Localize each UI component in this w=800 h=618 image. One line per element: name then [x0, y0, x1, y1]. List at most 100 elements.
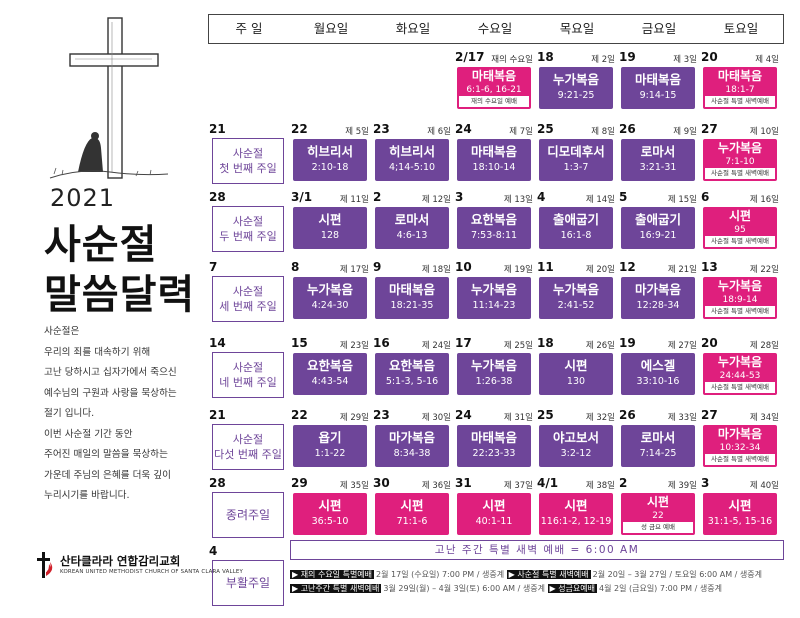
reading-box: 요한복음 7:53-8:11	[457, 207, 531, 249]
reading-verse: 24:44-53	[719, 371, 761, 381]
day-cell: 9 제 18일 마태복음 18:21-35	[372, 260, 452, 320]
description-line: 가운데 주님의 은혜를 더욱 깊이	[44, 469, 171, 481]
reading-book: 누가복음	[717, 355, 763, 369]
day-date: 25	[537, 408, 554, 422]
day-cell: 2/17 재의 수요일 마태복음 6:1-6, 16-21 재의 수요일 예배	[454, 50, 534, 110]
reading-verse: 22:23-33	[472, 448, 516, 459]
weekday-label: 화요일	[395, 21, 431, 36]
day-date: 27	[701, 408, 718, 422]
day-date: 4	[537, 190, 546, 204]
sunday-cell: 7 사순절 세 번째 주일	[208, 260, 288, 322]
reading-book: 시편	[728, 498, 752, 513]
reading-box: 누가복음 2:41-52	[539, 277, 613, 319]
day-cell: 5 제 15일 출애굽기 16:9-21	[618, 190, 698, 250]
reading-verse: 4:24-30	[311, 300, 349, 311]
day-cell: 30 제 36일 시편 71:1-6	[372, 476, 452, 536]
reading-box: 마태복음 18:21-35	[375, 277, 449, 319]
day-count: 제 27일	[667, 341, 697, 351]
sunday-label-line1: 사순절	[232, 285, 264, 298]
sunday-label: 사순절 두 번째 주일	[212, 206, 284, 252]
description-line: 절기 입니다.	[44, 408, 95, 419]
reading-box: 마태복음 9:14-15	[621, 67, 695, 109]
reading-verse: 16:9-21	[639, 230, 677, 241]
weekday-label: 주 일	[235, 21, 263, 36]
reading-verse: 33:10-16	[636, 376, 680, 387]
service-note: 사순절 특별 새벽예배	[705, 236, 775, 247]
sunday-cell: 21 사순절 다섯 번째 주일	[208, 408, 288, 470]
sunday-date: 21	[209, 408, 226, 422]
day-date: 2/17	[455, 50, 485, 64]
sunday-label-line1: 사순절	[232, 147, 264, 160]
reading-verse: 4;14-5:10	[388, 162, 436, 173]
sunday-label-line2: 첫 번째 주일	[219, 162, 277, 175]
reading-box: 마태복음 6:1-6, 16-21 재의 수요일 예배	[457, 67, 531, 109]
day-date: 12	[619, 260, 636, 274]
reading-verse: 1:26-38	[475, 376, 513, 387]
day-date: 31	[455, 476, 472, 490]
day-date: 23	[373, 408, 390, 422]
day-cell: 3/1 제 11일 시편 128	[290, 190, 370, 250]
day-date: 19	[619, 336, 636, 350]
reading-box: 디모데후서 1:3-7	[539, 139, 613, 181]
reading-verse: 2:10-18	[311, 162, 349, 173]
day-count: 제 29일	[339, 413, 369, 423]
day-count: 제 17일	[339, 265, 369, 275]
reading-box: 시편 36:5-10	[293, 493, 367, 535]
day-date: 13	[701, 260, 718, 274]
legend-text: 2월 20일 – 3월 27일 / 토요일 6:00 AM / 생중계	[592, 570, 762, 579]
reading-verse: 128	[320, 230, 340, 241]
day-cell: 31 제 37일 시편 40:1-11	[454, 476, 534, 536]
sunday-date: 4	[209, 544, 218, 558]
reading-book: 누가복음	[717, 141, 763, 155]
legend-row: ▶ 고난주간 특별 새벽예배 3월 29일(월) – 4월 3일(토) 6:00 …	[290, 582, 790, 596]
reading-verse: 16:1-8	[560, 230, 592, 241]
reading-verse: 6:1-6, 16-21	[466, 85, 522, 95]
reading-book: 출애굽기	[552, 212, 599, 227]
reading-book: 마가복음	[388, 430, 435, 445]
reading-book: 마태복음	[470, 144, 517, 159]
reading-box: 로마서 7:14-25	[621, 425, 695, 467]
reading-box: 야고보서 3:2-12	[539, 425, 613, 467]
reading-verse: 8:34-38	[393, 448, 431, 459]
reading-book: 시편	[318, 498, 342, 513]
day-date: 4/1	[537, 476, 559, 490]
day-count: 제 3일	[673, 55, 697, 65]
day-date: 5	[619, 190, 628, 204]
day-count: 제 26일	[585, 341, 615, 351]
title-line-2: 말씀달력	[44, 272, 196, 318]
reading-verse: 4:6-13	[396, 230, 428, 241]
day-cell: 12 제 21일 마가복음 12:28-34	[618, 260, 698, 320]
reading-book: 출애굽기	[634, 212, 681, 227]
title-line-1: 사순절	[44, 222, 158, 268]
reading-book: 로마서	[394, 212, 430, 227]
reading-book: 히브리서	[306, 144, 353, 159]
day-count: 제 19일	[503, 265, 533, 275]
sunday-label-line2: 네 번째 주일	[219, 376, 277, 389]
reading-box: 시편 40:1-11	[457, 493, 531, 535]
day-date: 3	[455, 190, 464, 204]
church-name: 산타클라라 연합감리교회	[60, 554, 181, 568]
day-cell: 27 제 10일 누가복음 7:1-10 사순절 특별 새벽예배	[700, 122, 780, 182]
reading-book: 시편	[400, 498, 424, 513]
sunday-label: 사순절 다섯 번째 주일	[212, 424, 284, 470]
reading-book: 시편	[564, 358, 588, 373]
day-date: 24	[455, 122, 472, 136]
sunday-label-line2: 두 번째 주일	[219, 230, 277, 243]
service-note: 사순절 특별 새벽예배	[705, 306, 775, 317]
reading-book: 누가복음	[470, 358, 517, 373]
reading-book: 마태복음	[388, 282, 435, 297]
reading-verse: 12:28-34	[636, 300, 680, 311]
reading-verse: 18:1-7	[725, 85, 755, 95]
weekday-label: 목요일	[559, 21, 595, 36]
reading-book: 누가복음	[306, 282, 353, 297]
year: 2021	[50, 184, 116, 212]
day-count: 제 24일	[421, 341, 451, 351]
cross-illustration	[49, 17, 169, 179]
day-cell: 2 제 12일 로마서 4:6-13	[372, 190, 452, 250]
sunday-date: 21	[209, 122, 226, 136]
reading-verse: 7:1-10	[725, 157, 755, 167]
day-count: 제 4일	[755, 55, 779, 65]
reading-box: 로마서 4:6-13	[375, 207, 449, 249]
reading-box: 시편 95 사순절 특별 새벽예배	[703, 207, 777, 249]
